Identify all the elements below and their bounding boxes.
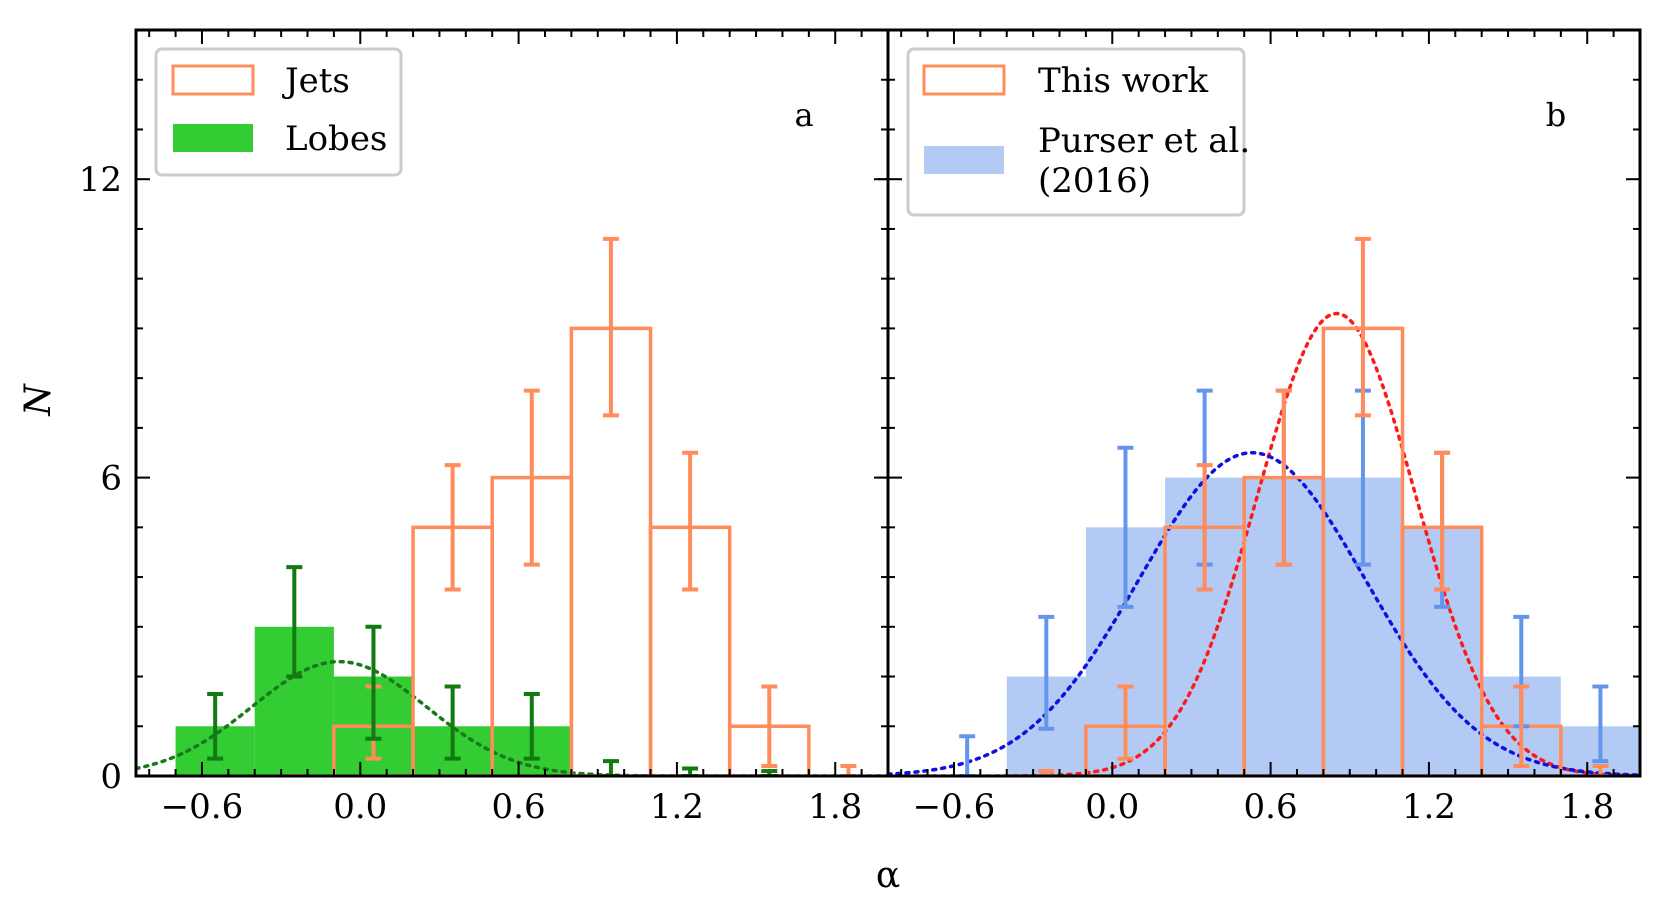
panel-a-jets-errbar-2	[444, 463, 461, 592]
panel-a-label: a	[794, 96, 813, 134]
legend-b: This work Purser et al. (2016)	[906, 47, 1250, 217]
panel-b-this-work-errbar-6	[1513, 684, 1530, 769]
panel-b-fit-1	[888, 450, 1640, 776]
panel-a-jets-errbar-7	[840, 764, 857, 776]
panel-a: −0.6 0.0 0.6 1.2 1.8 0 6 12	[79, 28, 890, 827]
panel-a-lobes-errbar-1	[286, 565, 303, 679]
legend-a-jets-swatch	[171, 64, 255, 96]
panel-b-xtick-label-3: 1.2	[1402, 787, 1456, 827]
panel-a-jets-errbar-4	[602, 236, 619, 418]
panel-a-lobes-errbar-4	[523, 691, 540, 761]
panel-a-lobes-errbar-5	[602, 759, 619, 776]
panel-b-this-work-errbar-3	[1275, 388, 1292, 567]
panel-b-purser-et-al-2016--errbar-2	[1117, 445, 1134, 609]
panel-b-xtick-label-1: 0.0	[1085, 787, 1139, 827]
x-axis-label: α	[876, 855, 900, 896]
panel-a-ytick-label-1: 6	[100, 459, 122, 499]
panel-a-xtick-label-3: 1.2	[650, 787, 704, 827]
panel-b-purser-et-al-2016--errbar-8	[1592, 684, 1609, 764]
panel-b-this-work-errbar-7	[1592, 764, 1609, 776]
panel-a-lobes-errbar-2	[365, 624, 382, 741]
panel-a-ytick-label-2: 12	[79, 160, 122, 200]
legend-b-thiswork-swatch	[922, 64, 1006, 96]
panel-b-ticks	[878, 29, 1640, 777]
panel-b-xtick-label-2: 0.6	[1244, 787, 1298, 827]
panel-a-plot-area	[136, 236, 888, 776]
panel-b-frame	[886, 28, 1642, 778]
panel-b-this-work-errbar-1	[1117, 684, 1134, 761]
panel-a-jets-errbar-3	[523, 388, 540, 567]
legend-b-purser-swatch	[924, 146, 1004, 174]
panel-b-xtick-label-4: 1.8	[1560, 787, 1614, 827]
y-axis-label: N	[18, 383, 59, 417]
legend-b-purser-label-line2: (2016)	[1038, 161, 1151, 201]
legend-b-purser-label-line1: Purser et al.	[1038, 121, 1250, 161]
panel-a-fit-0	[136, 659, 888, 776]
panel-b-purser-et-al-2016--errbar-1	[1038, 614, 1055, 731]
panel-a-xtick-label-1: 0.0	[333, 787, 387, 827]
legend-a-lobes-label: Lobes	[285, 119, 387, 159]
panel-b-this-work-errbar-4	[1354, 236, 1371, 418]
panel-a-xtick-label-2: 0.6	[492, 787, 546, 827]
panel-b-purser-et-al-2016--errbar-0	[959, 734, 976, 776]
panel-a-jets-errbar-5	[682, 450, 699, 592]
panel-a-lobes-errbar-0	[207, 691, 224, 761]
panel-b-xtick-label-0: −0.6	[913, 787, 996, 827]
panel-a-xtick-label-0: −0.6	[161, 787, 244, 827]
panel-a-lobes-errbar-3	[444, 684, 461, 761]
legend-b-thiswork-label: This work	[1038, 61, 1209, 101]
panel-a-ytick-label-0: 0	[100, 757, 122, 797]
panel-b-this-work-errbar-5	[1434, 450, 1451, 592]
panel-b-label: b	[1546, 96, 1566, 134]
panel-b-this-work-errbar-2	[1196, 463, 1213, 592]
legend-a: Jets Lobes	[154, 47, 403, 177]
legend-a-lobes-swatch	[173, 124, 253, 152]
panel-a-jets-errbar-6	[761, 684, 778, 769]
panel-b: −0.6 0.0 0.6 1.2 1.8	[878, 28, 1642, 827]
legend-a-jets-label: Jets	[282, 61, 350, 101]
panel-b-plot-area	[888, 236, 1640, 776]
panel-a-xtick-label-4: 1.8	[808, 787, 862, 827]
